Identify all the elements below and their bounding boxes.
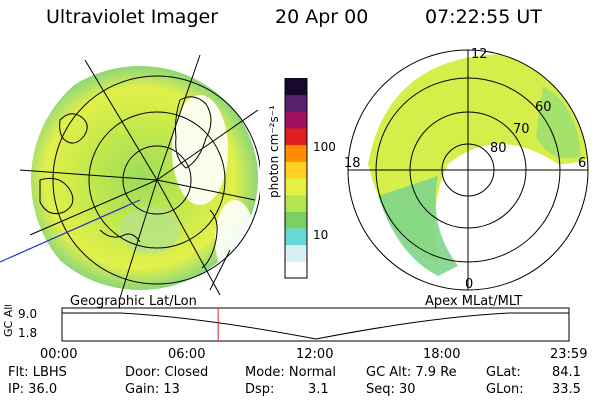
- color-tick-10: 10: [313, 228, 329, 242]
- right-map-caption: Apex MLat/MLT: [425, 294, 523, 309]
- altitude-tick-low: 1.8: [18, 326, 37, 340]
- door-status: Door: Closed: [125, 365, 209, 380]
- mlt-label-12: 12: [471, 47, 488, 62]
- ip-status: IP: 36.0: [8, 382, 58, 397]
- lat-label-60: 60: [535, 100, 552, 115]
- time-tick-0000: 00:00: [40, 347, 78, 362]
- map-grid: [19, 54, 260, 299]
- glon-value: 33.5: [552, 382, 581, 397]
- mlt-grid: [347, 49, 589, 291]
- gain-status: Gain: 13: [125, 382, 180, 397]
- time: 07:22:55 UT: [425, 6, 542, 28]
- color-bar-segment: [285, 111, 307, 129]
- color-bar-segment: [285, 194, 307, 212]
- mlt-label-18: 18: [344, 156, 361, 171]
- glon-label: GLon:: [486, 382, 524, 397]
- altitude-frame: [61, 307, 570, 342]
- color-bar-unit: photon cm⁻²s⁻¹: [268, 105, 281, 198]
- left-map-caption: Geographic Lat/Lon: [70, 294, 197, 309]
- altitude-curve: [62, 312, 569, 340]
- altitude-axis-label: GC Alt: [2, 305, 15, 337]
- dsp-value: 3.1: [308, 382, 329, 397]
- dsp-label: Dsp:: [245, 382, 275, 397]
- color-bar-frame: [284, 78, 308, 279]
- mode-status: Mode: Normal: [245, 365, 336, 380]
- color-bar-segment: [285, 244, 307, 262]
- time-tick-1200: 12:00: [296, 347, 334, 362]
- gc-alt-status: GC Alt: 7.9 Re: [366, 365, 457, 380]
- color-bar-segment: [285, 128, 307, 146]
- color-bar-segment: [285, 228, 307, 246]
- mlt-label-6: 6: [578, 156, 586, 171]
- color-bar-segment: [285, 178, 307, 196]
- title: Ultraviolet Imager: [46, 6, 219, 28]
- altitude-tick-high: 9.0: [18, 307, 37, 321]
- magnetic-map: 12 18 6 0 60 70 80: [344, 47, 589, 292]
- color-tick-100: 100: [313, 140, 336, 154]
- lat-label-70: 70: [513, 122, 530, 137]
- mlt-label-0: 0: [465, 277, 473, 292]
- seq-status: Seq: 30: [366, 382, 416, 397]
- color-bar-segment: [285, 78, 307, 96]
- altitude-plot: GC Alt 9.0 1.8: [2, 305, 570, 342]
- terminator-line: [0, 199, 141, 263]
- color-scale: photon cm⁻²s⁻¹: [268, 78, 308, 279]
- color-bar-segment: [285, 144, 307, 162]
- color-bar-segment: [285, 211, 307, 229]
- color-bar-segment: [285, 261, 307, 279]
- date: 20 Apr 00: [275, 6, 369, 28]
- lat-label-80: 80: [490, 141, 507, 156]
- color-bar-segment: [285, 161, 307, 179]
- glat-label: GLat:: [486, 365, 521, 380]
- filter-status: Flt: LBHS: [8, 365, 67, 380]
- time-tick-0600: 06:00: [168, 347, 206, 362]
- geographic-map: [0, 54, 260, 299]
- glat-value: 84.1: [552, 365, 581, 380]
- time-tick-1800: 18:00: [423, 347, 461, 362]
- coastlines: [39, 96, 231, 291]
- time-tick-2359: 23:59: [550, 347, 588, 362]
- color-bar-segment: [285, 94, 307, 112]
